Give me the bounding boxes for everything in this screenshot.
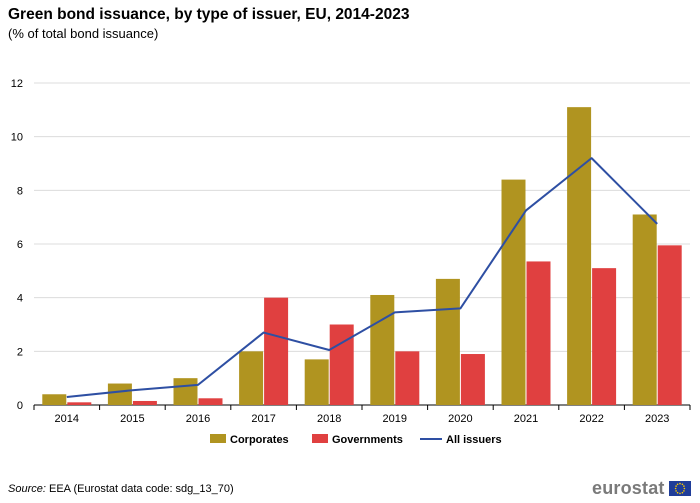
bar-corporates [42, 394, 67, 405]
bar-governments [460, 354, 485, 405]
bar-governments [329, 324, 354, 405]
bar-governments [264, 297, 289, 405]
eu-flag-icon [668, 481, 691, 496]
y-tick-label: 0 [17, 400, 23, 412]
y-tick-label: 4 [17, 293, 23, 305]
x-tick-label: 2023 [645, 413, 669, 425]
bar-corporates [304, 359, 329, 405]
x-tick-label: 2016 [186, 413, 210, 425]
line-all-issuers [66, 157, 658, 398]
legend-label: Corporates [230, 434, 289, 446]
bar-corporates [435, 278, 460, 405]
bar-corporates [501, 179, 526, 405]
chart-title: Green bond issuance, by type of issuer, … [8, 6, 410, 23]
bar-corporates [632, 214, 657, 405]
bar-corporates [239, 351, 264, 405]
source-text: EEA (Eurostat data code: sdg_13_70) [48, 483, 234, 495]
bar-corporates [107, 383, 132, 405]
x-tick-label: 2018 [317, 413, 341, 425]
x-tick-label: 2019 [383, 413, 407, 425]
bar-governments [657, 245, 682, 405]
y-tick-label: 10 [11, 132, 23, 144]
bar-governments [132, 400, 157, 405]
legend-swatch [210, 434, 226, 443]
legend-swatch [312, 434, 328, 443]
source-label: Source: [8, 483, 46, 495]
chart-subtitle: (% of total bond issuance) [8, 26, 159, 41]
bar-governments [198, 398, 223, 405]
x-tick-label: 2020 [448, 413, 472, 425]
bar-governments [526, 261, 551, 405]
y-tick-label: 2 [17, 346, 23, 358]
bar-corporates [370, 294, 395, 405]
x-tick-label: 2015 [120, 413, 144, 425]
x-tick-label: 2021 [514, 413, 538, 425]
y-tick-label: 12 [11, 78, 23, 90]
bar-corporates [567, 107, 592, 406]
x-tick-label: 2014 [55, 413, 79, 425]
y-tick-label: 8 [17, 185, 23, 197]
legend-label: Governments [332, 434, 403, 446]
x-tick-label: 2022 [579, 413, 603, 425]
bar-corporates [173, 378, 198, 405]
legend-label: All issuers [446, 434, 502, 446]
eurostat-logo: eurostat [592, 478, 691, 499]
bar-governments [395, 351, 420, 405]
source-note: Source: EEA (Eurostat data code: sdg_13_… [8, 483, 234, 495]
bar-governments [67, 402, 92, 405]
logo-text: eurostat [592, 478, 665, 498]
y-tick-label: 6 [17, 239, 23, 251]
bar-governments [592, 268, 617, 405]
x-tick-label: 2017 [251, 413, 275, 425]
